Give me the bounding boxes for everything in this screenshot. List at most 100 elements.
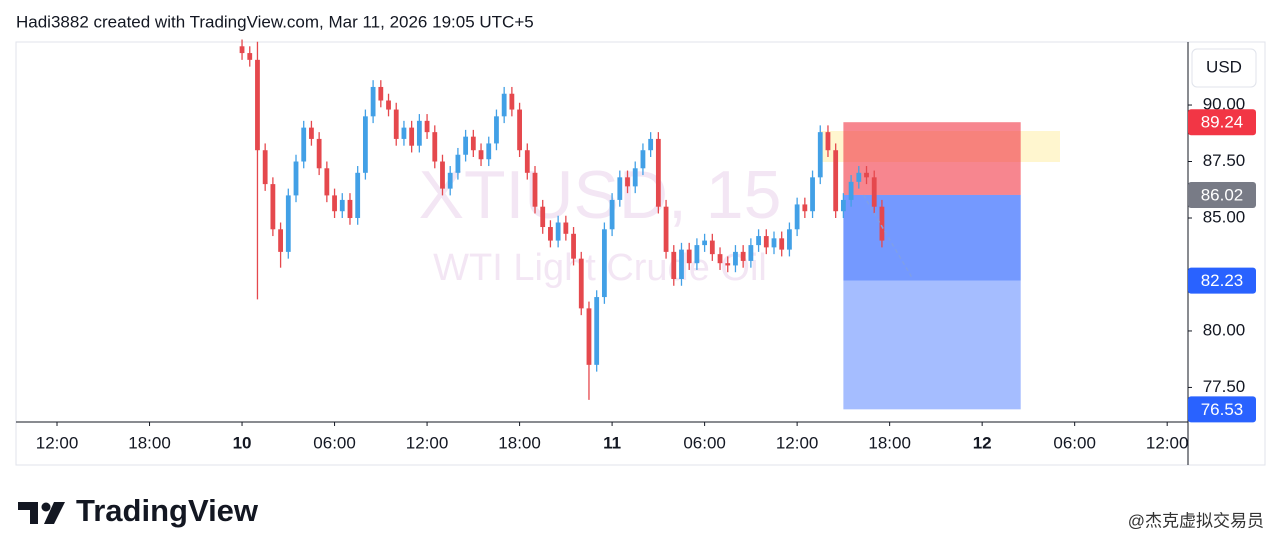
x-tick-label: 18:00: [498, 433, 541, 452]
price-label: 89.24: [1201, 113, 1244, 132]
candle-body: [694, 245, 700, 264]
candle-body: [463, 136, 469, 155]
candle-body: [324, 168, 330, 196]
candle-body: [833, 150, 839, 212]
candle-body: [440, 161, 445, 189]
candle-body: [247, 53, 253, 60]
candle-body: [501, 93, 507, 117]
x-tick-label: 12: [973, 433, 992, 452]
candle-body: [517, 109, 522, 151]
candle-body: [540, 206, 546, 228]
x-tick-label: 06:00: [1053, 433, 1096, 452]
stop-zone: [843, 122, 1021, 195]
plot-area: [239, 39, 1021, 410]
candle-body: [432, 132, 438, 162]
candle-body: [864, 172, 869, 178]
x-tick-label: 11: [603, 433, 621, 452]
candle-body: [763, 236, 769, 248]
candle-body: [601, 229, 607, 298]
candle-body: [393, 109, 399, 139]
projection-arrow: [862, 194, 913, 277]
candle-body: [702, 240, 708, 246]
candle-body: [293, 161, 299, 196]
candle-body: [285, 195, 291, 252]
candle-body: [301, 127, 307, 162]
price-label-box: [1188, 181, 1256, 208]
candle-body: [378, 86, 384, 101]
chart-frame: [15, 41, 1266, 466]
candle-body: [494, 116, 499, 144]
candle-body: [648, 138, 654, 151]
y-tick-label: 80.00: [1203, 320, 1246, 339]
candle-body: [355, 172, 361, 218]
x-tick-label: 12:00: [406, 433, 449, 452]
y-tick-label: 85.00: [1203, 207, 1246, 226]
candle-body: [309, 127, 314, 139]
symbol-watermark: XTIUSD, 15: [419, 157, 782, 233]
candle-body: [586, 308, 592, 365]
x-tick-label: 12:00: [36, 433, 79, 452]
candle-body: [270, 184, 276, 230]
price-label: 76.53: [1201, 400, 1244, 419]
header-text: Hadi3882 created with TradingView.com, M…: [16, 12, 534, 31]
x-tick-label: 06:00: [683, 433, 726, 452]
price-label-box: [1188, 109, 1256, 136]
candle-body: [663, 206, 669, 252]
candle-body: [825, 132, 831, 151]
currency-button[interactable]: [1191, 48, 1257, 88]
candle-body: [609, 199, 615, 230]
candle-body: [640, 150, 646, 169]
x-tick-label: 18:00: [128, 433, 171, 452]
candle-body: [548, 227, 553, 241]
candle-body: [686, 249, 692, 264]
candle-body: [362, 116, 368, 173]
candle-body: [740, 251, 746, 261]
author-watermark: @杰克虚拟交易员: [1128, 511, 1264, 530]
candle-body: [386, 100, 391, 110]
target-zone: [843, 194, 1021, 281]
candle-body: [787, 229, 792, 250]
candle-body: [316, 138, 322, 169]
candle-body: [625, 177, 630, 187]
candle-body: [856, 172, 862, 182]
y-tick-label: 77.50: [1203, 377, 1246, 396]
candle-body: [748, 245, 754, 261]
candle-body: [255, 59, 260, 151]
candle-body: [339, 199, 345, 212]
candle-body: [347, 199, 353, 218]
candle-body: [733, 251, 738, 266]
candle-body: [632, 168, 638, 187]
x-tick-label: 12:00: [1146, 433, 1189, 452]
candle-body: [679, 249, 684, 279]
candle-body: [532, 172, 538, 207]
candle-body: [810, 177, 815, 212]
candle-body: [840, 199, 846, 212]
description-watermark: WTI Light Crude Oil: [433, 247, 767, 289]
x-tick-label: 10: [233, 433, 252, 452]
price-label: 86.02: [1201, 185, 1244, 204]
x-tick-label: 12:00: [776, 433, 819, 452]
candle-body: [470, 136, 476, 151]
candle-body: [802, 204, 808, 212]
candle-body: [262, 150, 268, 185]
candle-body: [571, 233, 576, 259]
candle-body: [709, 240, 715, 255]
candle-body: [717, 254, 723, 264]
currency-label: USD: [1206, 57, 1242, 76]
candle-body: [416, 120, 422, 146]
candle-body: [563, 222, 569, 234]
y-tick-label: 90.00: [1203, 95, 1246, 114]
candle-body: [794, 204, 800, 230]
brand-name: TradingView: [76, 493, 259, 528]
candle-body: [409, 127, 415, 146]
price-label-box: [1188, 267, 1256, 294]
candle-body: [578, 258, 584, 309]
candle-body: [478, 150, 484, 160]
candle-body: [617, 177, 623, 200]
candle-body: [424, 120, 430, 133]
candle-body: [239, 46, 245, 54]
candle-body: [655, 138, 661, 207]
candle-body: [555, 222, 561, 241]
candle-body: [871, 177, 877, 207]
